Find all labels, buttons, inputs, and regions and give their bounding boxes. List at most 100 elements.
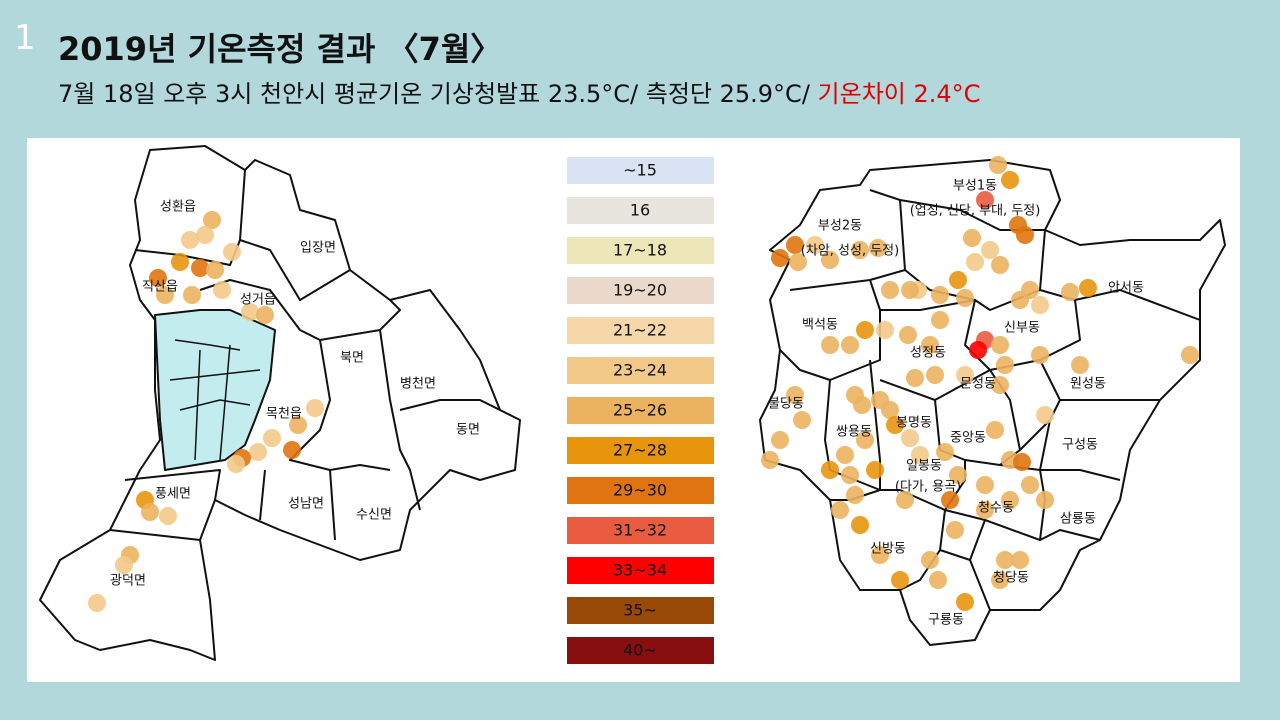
measurement-dot [963,229,981,247]
legend-label: ~15 [623,161,657,180]
measurement-dot [88,594,106,612]
region-label: 부성1동 [953,179,997,194]
region-label: 목천읍 [266,407,302,422]
boundary [109,469,336,541]
measurement-dot [876,321,894,339]
measurement-dot [881,401,899,419]
measurement-dot [821,251,839,269]
region-label: 청수동 [978,501,1014,516]
measurement-dot [906,369,924,387]
legend-label: 23~24 [613,361,667,380]
legend-swatch [567,437,714,464]
region-label: 수신면 [356,508,392,523]
measurement-dot [156,286,174,304]
measurement-dot [771,431,789,449]
region-label: 구룡동 [928,613,964,628]
measurement-dot [183,286,201,304]
region-label: 원성동 [1070,377,1106,392]
measurement-dot [996,356,1014,374]
region-label: 구성동 [1062,438,1098,453]
measurement-dot [976,501,994,519]
region-label: 직산읍 [142,280,178,295]
legend-label: 35~ [623,601,657,620]
measurement-dot [969,341,987,359]
legend-swatch [567,637,714,664]
region-label: 안서동 [1108,281,1144,296]
region-label: 성남면 [288,497,324,512]
boundary [169,339,261,461]
boundary [399,399,501,411]
legend-swatch [567,277,714,304]
measurement-dot [921,336,939,354]
city-center [154,309,276,471]
legend-swatch [567,317,714,344]
measurement-dot [227,455,245,473]
legend-swatch [567,477,714,504]
legend-label: 33~34 [613,561,667,580]
region-label: 부성2동 [818,219,862,234]
title: 2019년 기온측정 결과 〈7월〉 [58,30,503,68]
panel: ~15 16 17~18 19~20 21~22 23~24 25~26 27~28 29~30… [27,138,1240,682]
measurement-dot [976,191,994,209]
region-label: 백석동 [802,318,838,333]
legend-label: 16 [630,201,650,220]
measurement-dot [793,411,811,429]
measurement-dot [1031,296,1049,314]
legend-swatch [567,557,714,584]
measurement-dot [949,271,967,289]
measurement-dot [869,239,887,257]
measurement-dot [949,466,967,484]
region-label: 북면 [340,351,364,366]
measurement-dot [1013,453,1031,471]
region-label: (다가, 용곡) [895,480,961,495]
measurement-dot [911,446,929,464]
measurement-dot [1036,491,1054,509]
legend-label: 40~ [623,641,657,660]
measurement-dot [931,311,949,329]
region-label: (업성, 신당, 부대, 두정) [910,204,1041,219]
measurement-dot [991,256,1009,274]
measurement-dot [771,249,789,267]
measurement-dot [806,236,824,254]
measurement-dot [263,429,281,447]
legend-label: 29~30 [613,481,667,500]
measurement-dot [836,446,854,464]
measurement-dot [871,546,889,564]
region-label: 신부동 [1004,321,1040,336]
measurement-dot [1001,491,1019,509]
measurement-dot [841,466,859,484]
region-label: 광덕면 [110,574,146,589]
measurement-dot [866,461,884,479]
measurement-dot [141,503,159,521]
measurement-dot [181,231,199,249]
legend-label: 19~20 [613,281,667,300]
measurement-dot [149,269,167,287]
region-label: 성환읍 [160,200,196,215]
measurement-dot [851,241,869,259]
boundary [134,169,246,266]
measurement-dot [1016,226,1034,244]
measurement-dot [171,253,189,271]
region-label: 풍세면 [155,487,191,502]
slide-number: 1 [14,18,36,58]
measurement-dot [213,281,231,299]
measurement-dot [956,289,974,307]
dots [88,156,1199,612]
measurement-dot [821,461,839,479]
legend-label: 27~28 [613,441,667,460]
measurement-dot [991,571,1009,589]
measurement-dot [1001,171,1019,189]
measurement-dot [881,281,899,299]
measurement-dot [976,476,994,494]
measurement-dot [1071,356,1089,374]
measurement-dot [946,521,964,539]
measurement-dot [1011,551,1029,569]
measurement-dot [956,593,974,611]
boundary [199,279,391,471]
measurement-dot [886,416,904,434]
measurement-dot [901,429,919,447]
measurement-dot [1079,279,1097,297]
legend-label: 17~18 [613,241,667,260]
measurement-dot [289,416,307,434]
